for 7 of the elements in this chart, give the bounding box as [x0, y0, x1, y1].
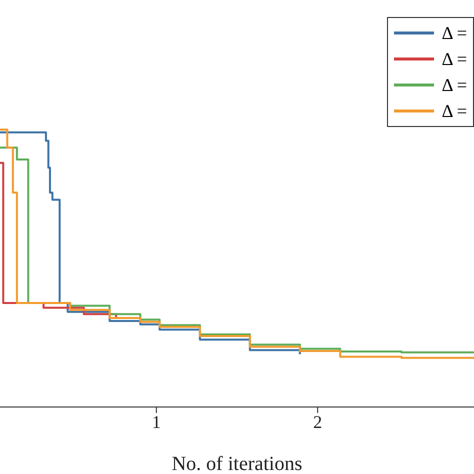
legend-label: Δ = — [442, 48, 467, 70]
x-tick-label: 2 — [313, 412, 322, 432]
x-axis-title: No. of iterations — [172, 453, 302, 474]
legend-label: Δ = — [442, 22, 467, 44]
legend-label: Δ = — [442, 74, 467, 96]
x-tick-label: 1 — [152, 412, 161, 432]
legend-label: Δ = — [442, 100, 467, 122]
